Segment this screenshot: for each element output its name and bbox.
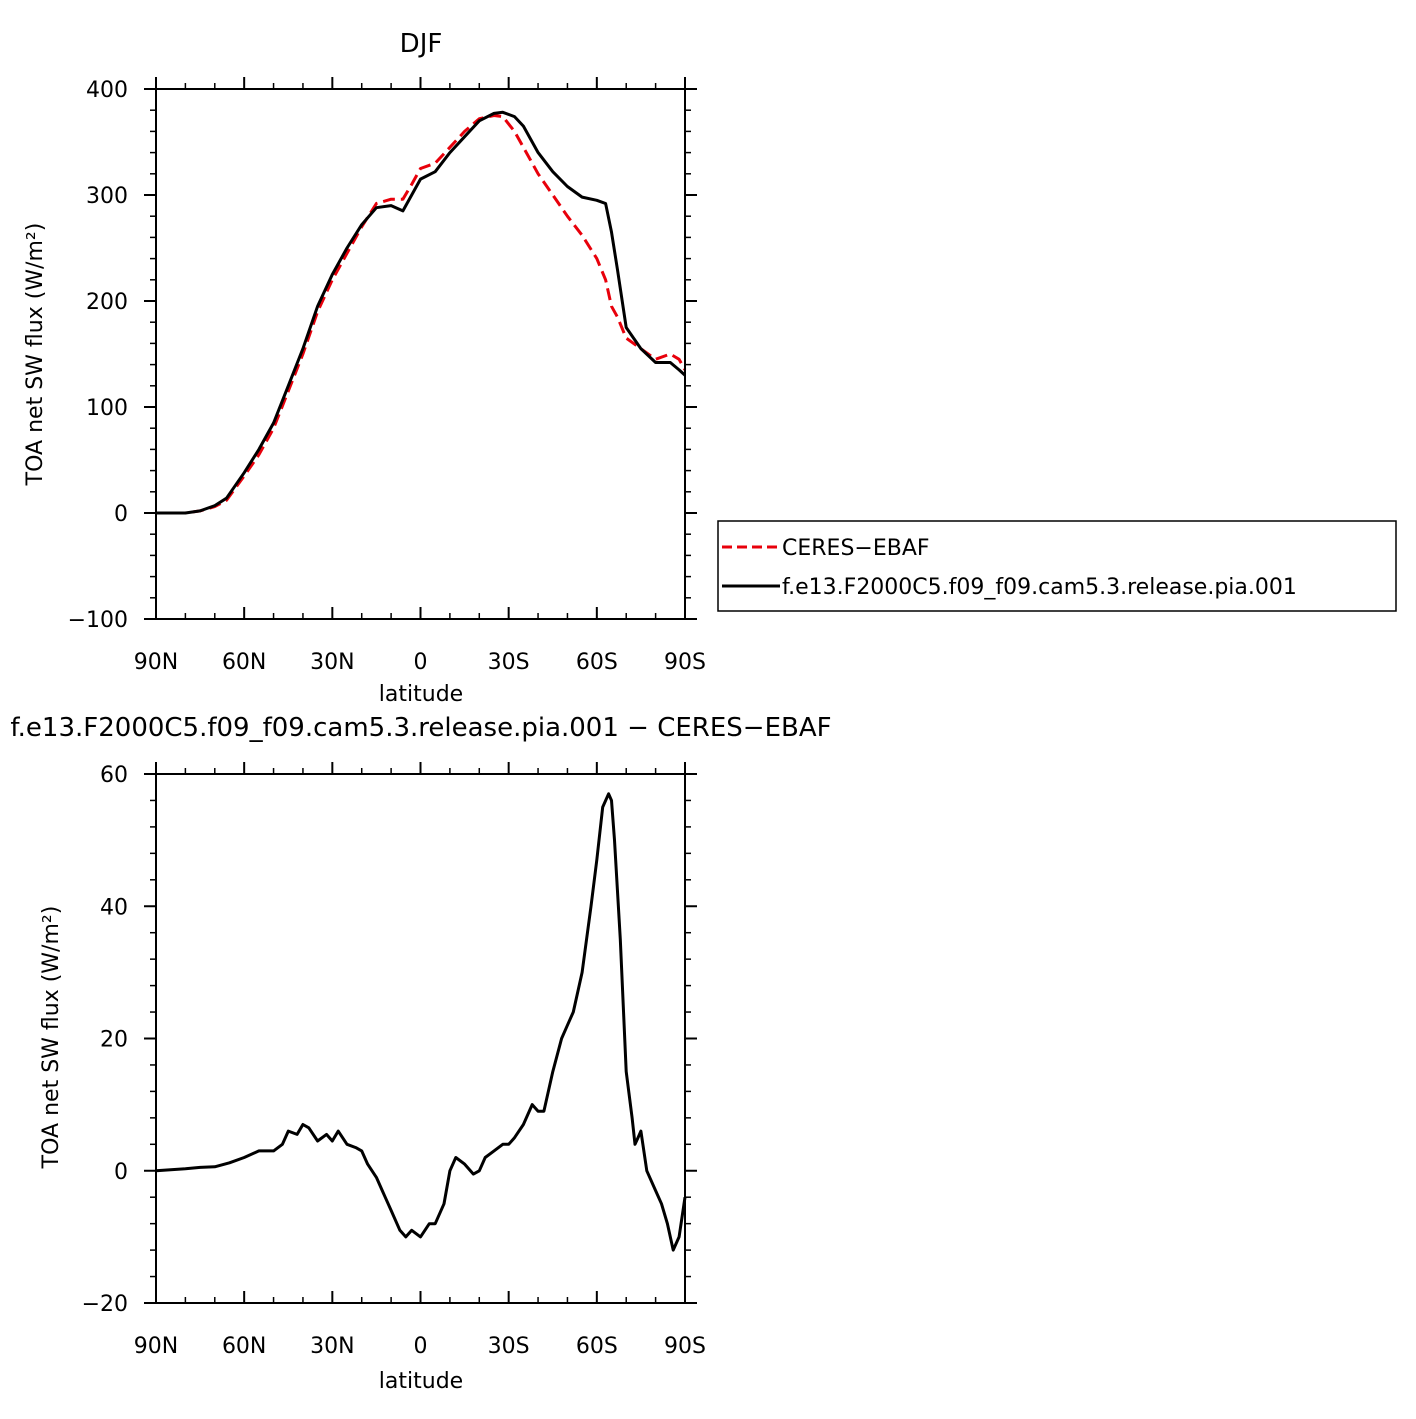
chart-top-ylabel: TOA net SW flux (W/m²) [23,223,48,487]
legend-label-model: f.e13.F2000C5.f09_f09.cam5.3.release.pia… [782,575,1297,600]
chart-bottom-ytick-label: 40 [100,895,128,920]
chart-bottom-ytick-label: −20 [82,1292,128,1317]
chart-top-xlabel: latitude [379,682,463,707]
chart-bottom-series [155,792,687,1252]
chart-top-xtick-label: 30S [488,650,530,675]
chart-top-xtick-label: 60S [576,650,618,675]
chart-bottom-ticks: 90N 60N 30N 0 30S 60S 90S −20 0 20 40 60 [82,762,706,1359]
chart-top-series-line-1 [156,110,687,515]
chart-top-series [156,110,687,515]
chart-top-ytick-label: 300 [86,184,128,209]
chart-top-xtick-label: 30N [310,650,354,675]
chart-bottom-title: f.e13.F2000C5.f09_f09.cam5.3.release.pia… [10,713,831,743]
chart-bottom-xlabel: latitude [379,1369,463,1394]
chart-top-xtick-label: 60N [222,650,266,675]
chart-bottom-xtick-label: 90S [664,1334,706,1359]
legend-label-ceres: CERES−EBAF [782,536,930,561]
chart-top-ticks: 90N 60N 30N 0 30S 60S 90S −100 0 100 200 300 400 [68,77,706,675]
chart-bottom-plot: 90N 60N 30N 0 30S 60S 90S −20 0 20 40 60 [82,762,706,1359]
chart-top-series-line-0 [156,114,687,515]
chart-bottom-ylabel: TOA net SW flux (W/m²) [39,906,64,1170]
chart-top-plot: 90N 60N 30N 0 30S 60S 90S −100 0 100 200 300 400 [68,77,706,675]
chart-bottom-frame [155,773,686,1304]
chart-bottom: f.e13.F2000C5.f09_f09.cam5.3.release.pia… [10,713,831,1394]
chart-bottom-xtick-label: 0 [414,1334,428,1359]
chart-top-ytick-label: 200 [86,290,128,315]
chart-bottom-xtick-label: 90N [134,1334,178,1359]
chart-bottom-ytick-label: 60 [100,763,128,788]
chart-top-title: DJF [400,29,443,59]
chart-bottom-xtick-label: 30N [310,1334,354,1359]
chart-top-xtick-label: 90S [664,650,706,675]
chart-top-ytick-label: 0 [114,502,128,527]
chart-top-ytick-label: 100 [86,396,128,421]
chart-bottom-xtick-label: 60S [576,1334,618,1359]
legend-box [717,520,1397,612]
chart-bottom-ytick-label: 20 [100,1028,128,1053]
chart-bottom-series-line-0 [155,792,687,1252]
chart-top-ytick-label: −100 [68,608,128,633]
chart-top-xtick-label: 0 [414,650,428,675]
chart-top-xtick-label: 90N [134,650,178,675]
chart-bottom-xtick-label: 60N [222,1334,266,1359]
chart-bottom-ytick-label: 0 [114,1160,128,1185]
chart-top-ytick-label: 400 [86,78,128,103]
legend: CERES−EBAF f.e13.F2000C5.f09_f09.cam5.3.… [717,520,1397,612]
chart-top: DJF 90N 60N 30N 0 30S 60S 90S −100 0 100 200 300 400… [23,29,1397,707]
chart-bottom-xtick-label: 30S [488,1334,530,1359]
